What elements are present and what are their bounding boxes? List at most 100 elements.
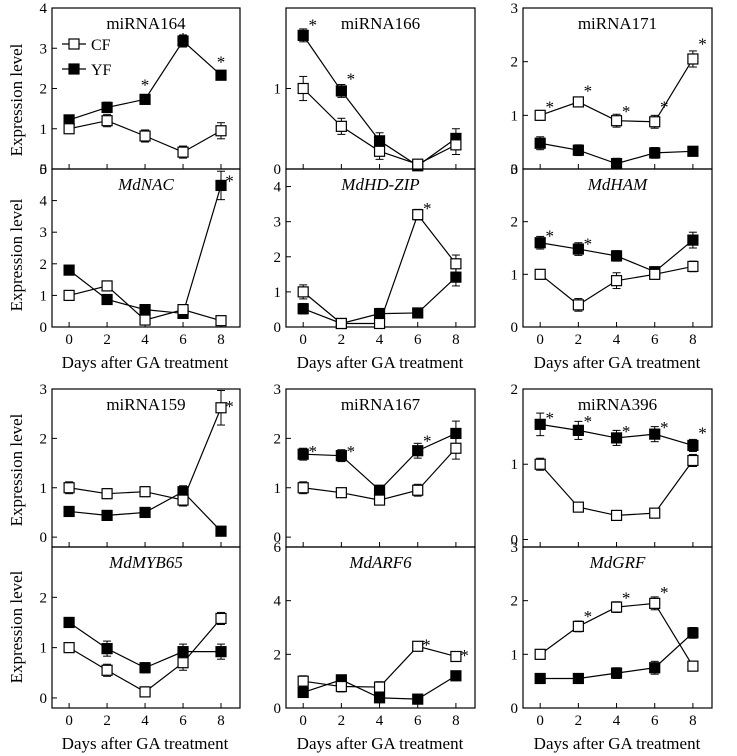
data-point-yf [139,662,151,674]
significance-star: * [545,98,554,117]
data-point-cf [649,268,661,280]
data-point-cf [101,664,113,676]
significance-star: * [308,15,317,34]
data-point-yf [572,424,584,436]
data-point-yf [297,686,309,699]
y-tick-label: 0 [40,530,48,546]
x-tick-label: 8 [689,332,697,348]
panel-title: miRNA159 [106,395,185,414]
x-tick-label: 0 [299,713,307,729]
panel-title: MdNAC [117,175,174,194]
x-tick-label: 8 [217,713,225,729]
data-point-yf [534,418,546,430]
y-tick-label: 1 [40,288,48,304]
y-axis-label-4: Expression level [7,570,26,683]
data-point-yf [687,234,699,246]
series-line-cf [539,58,694,123]
y-tick-label: 3 [40,41,48,57]
data-point-cf [610,509,623,521]
x-axis-label-2: Days after GA treatment [297,353,464,372]
data-point-cf [412,484,424,496]
data-point-yf [610,667,623,679]
x-axis-label-4: Days after GA treatment [62,734,229,753]
y-tick-label: 0 [274,530,282,546]
x-tick-label: 6 [179,713,187,729]
y-tick-label: 2 [511,215,519,231]
y-tick-label: 4 [274,594,282,610]
y-tick-label: 2 [40,257,48,273]
x-tick-label: 0 [299,332,307,348]
x-tick-label: 6 [414,332,422,348]
y-tick-label: 2 [274,431,282,447]
data-point-cf [373,494,386,506]
data-point-cf [297,482,309,494]
x-tick-label: 0 [536,713,544,729]
y-tick-label: 0 [40,162,48,178]
data-point-yf [297,29,309,41]
data-point-cf [450,650,462,663]
data-point-cf [373,145,386,157]
data-point-cf [687,454,699,467]
panel-title: miRNA171 [578,14,657,33]
data-point-cf [63,482,75,494]
y-tick-label: 0 [511,701,519,717]
y-tick-label: 2 [274,647,282,663]
data-point-cf [297,675,309,687]
data-point-cf [101,115,113,127]
chart-panel: 0 1 2 3 4 0 2 4 6 8 MdHD-ZIP* [274,168,476,348]
data-point-yf [101,293,113,306]
series-line-cf [539,460,694,517]
y-tick-label: 2 [511,382,519,398]
data-point-yf [610,250,623,262]
data-point-yf [534,237,546,249]
x-tick-label: 4 [613,332,621,348]
data-point-cf [177,304,189,316]
panel-title: MdHAM [587,175,648,194]
plot-frame [285,546,476,709]
x-tick-label: 0 [536,332,544,348]
data-point-cf [572,299,584,311]
panel-title: miRNA396 [578,395,657,414]
significance-star: * [584,607,593,626]
data-point-yf [297,303,309,315]
x-tick-label: 2 [338,332,346,348]
data-point-cf [335,317,347,330]
y-tick-label: 3 [274,382,282,398]
data-point-yf [649,662,661,674]
y-tick-label: 4 [40,1,48,17]
data-point-yf [101,643,113,655]
data-point-yf [215,179,227,192]
y-tick-label: 1 [40,481,48,497]
data-point-cf [450,139,462,151]
data-point-cf [335,680,347,693]
y-tick-label: 3 [511,540,519,556]
x-axis-label-5: Days after GA treatment [297,734,464,753]
plot-frame [522,546,713,709]
y-tick-label: 0 [40,691,48,707]
data-point-cf [177,146,189,158]
y-tick-label: 2 [40,431,48,447]
y-tick-label: 2 [40,82,48,98]
panels-layer: 0 1 2 3 4 miRNA164 * * * 0 1 miRNA166 * * 0 1 2 3 miRNA171… [40,1,713,729]
x-tick-label: 2 [575,713,583,729]
data-point-yf [373,484,386,496]
x-axis-label-3: Days after GA treatment [534,353,701,372]
data-point-cf [610,115,623,127]
data-point-cf [139,486,151,498]
y-tick-label: 4 [40,194,48,210]
x-tick-label: 8 [452,713,460,729]
y-tick-label: 0 [40,320,48,336]
data-point-cf [63,642,75,654]
data-point-cf [450,442,462,454]
x-tick-label: 6 [651,713,659,729]
data-point-cf [572,620,584,633]
y-tick-label: 0 [274,162,282,178]
data-point-yf [572,144,584,156]
data-point-yf [412,445,424,457]
data-point-cf [215,315,227,327]
significance-star: * [225,397,234,416]
y-tick-label: 0 [274,701,282,717]
